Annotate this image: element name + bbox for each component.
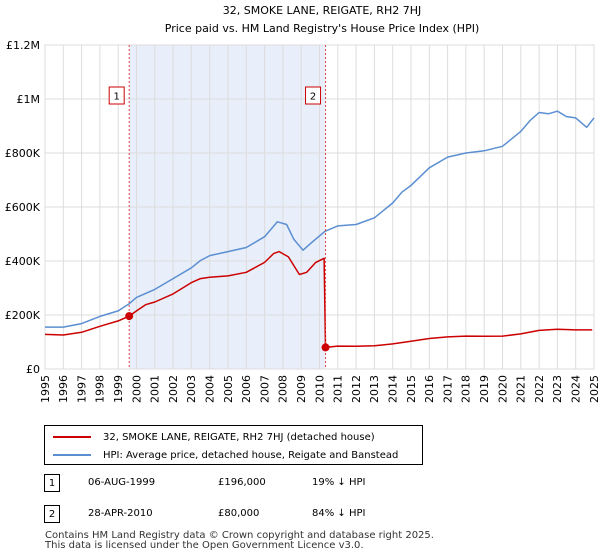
footer-line-1: Contains HM Land Registry data © Crown c… [45,530,434,541]
y-tick-label: £400K [5,255,41,268]
transaction-marker-box [108,86,125,105]
x-tick-label: 1999 [112,375,125,403]
legend-label-property: 32, SMOKE LANE, REIGATE, RH2 7HJ (detach… [103,431,375,443]
x-tick-label: 2018 [460,375,473,403]
x-tick-label: 1995 [39,375,52,403]
legend-label-hpi: HPI: Average price, detached house, Reig… [103,449,399,461]
transaction-date: 28-APR-2010 [88,508,153,519]
grid-lines [44,44,595,370]
x-tick-label: 1998 [94,375,107,403]
x-tick-label: 1997 [75,375,88,403]
x-tick-label: 2025 [588,375,600,403]
series-lines [44,110,595,349]
transaction-hpi-diff: 84% ↓ HPI [312,508,366,519]
transaction-hpi-diff: 19% ↓ HPI [312,477,366,488]
transaction-price: £80,000 [218,508,260,519]
transaction-price: £196,000 [218,477,266,488]
x-tick-label: 2005 [222,375,235,403]
chart-subtitle: Price paid vs. HM Land Registry's House … [165,22,480,35]
x-tick-label: 2021 [515,375,528,403]
x-tick-label: 1996 [57,375,70,403]
x-tick-label: 2008 [277,375,290,403]
footer-line-2: This data is licensed under the Open Gov… [45,540,364,551]
legend: 32, SMOKE LANE, REIGATE, RH2 7HJ (detach… [44,425,423,465]
legend-swatch-property [53,436,91,438]
y-tick-label: £800K [5,147,41,160]
x-tick-label: 2007 [258,375,271,403]
x-tick-label: 2006 [240,375,253,403]
x-tick-label: 2000 [130,375,143,403]
x-tick-label: 2010 [313,375,326,403]
x-tick-label: 2013 [368,375,381,403]
x-tick-label: 2023 [551,375,564,403]
transaction-marker-label: 1 [113,92,119,103]
legend-swatch-hpi [53,454,91,456]
transaction-number: 2 [44,505,60,523]
x-tick-label: 2001 [149,375,162,403]
x-tick-label: 2002 [167,375,180,403]
transaction-point [321,343,330,352]
transaction-marker-label: 2 [310,92,316,103]
x-tick-label: 2022 [533,375,546,403]
y-tick-label: £1M [17,93,41,106]
x-tick-label: 2019 [478,375,491,403]
y-axis: £0 £200K £400K £600K £800K £1M £1.2M [5,39,41,376]
footer: Contains HM Land Registry data © Crown c… [45,531,434,551]
transaction-marker-box [305,86,322,105]
legend-item-property: 32, SMOKE LANE, REIGATE, RH2 7HJ (detach… [53,429,375,445]
chart-title: 32, SMOKE LANE, REIGATE, RH2 7HJ [223,4,421,17]
x-axis: 1995 1996 1997 1998 1999 2000 2001 2002 2003 2004… [39,375,600,403]
x-tick-label: 2016 [423,375,436,403]
y-tick-label: £1.2M [6,39,40,52]
x-tick-label: 2012 [350,375,363,403]
legend-item-hpi: HPI: Average price, detached house, Reig… [53,447,398,463]
x-tick-label: 2003 [185,375,198,403]
x-tick-label: 2017 [441,375,454,403]
y-tick-label: £200K [5,309,41,322]
x-tick-label: 2015 [405,375,418,403]
x-tick-label: 2009 [295,375,308,403]
property-price-line [44,250,593,349]
x-tick-label: 2014 [387,375,400,403]
transaction-number: 1 [44,474,60,492]
price-chart: 32, SMOKE LANE, REIGATE, RH2 7HJ Price p… [5,4,600,403]
y-tick-label: £0 [26,363,40,376]
x-tick-label: 2011 [332,375,345,403]
x-tick-label: 2004 [204,375,217,403]
x-tick-label: 2024 [570,375,583,403]
transaction-date: 06-AUG-1999 [88,477,156,488]
x-tick-label: 2020 [496,375,509,403]
hpi-line [45,110,595,328]
transaction-point [125,312,134,321]
y-tick-label: £600K [5,201,41,214]
